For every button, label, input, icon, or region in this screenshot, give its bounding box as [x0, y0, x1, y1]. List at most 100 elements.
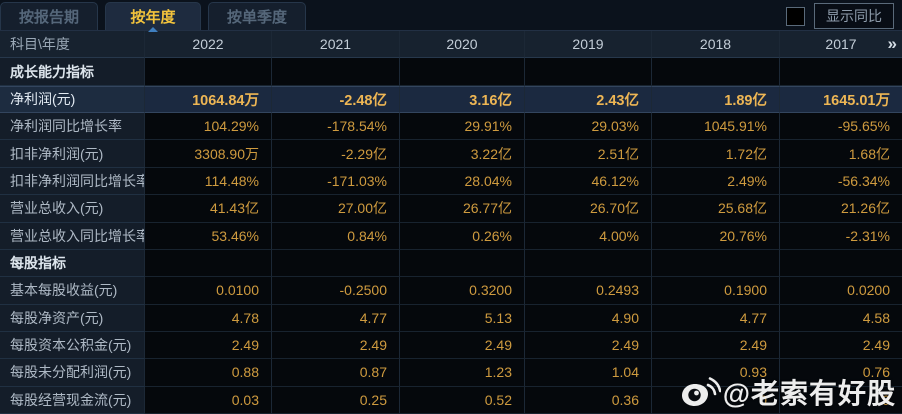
data-cell: 0.03: [145, 386, 272, 414]
year-header-2018: 2018: [652, 31, 780, 59]
data-cell: 1.23: [400, 359, 525, 387]
data-cell: 3.16亿: [400, 85, 525, 114]
row-label: 净利润同比增长率: [0, 113, 145, 141]
table-row: 营业总收入(元) 41.43亿 27.00亿 26.77亿 26.70亿 25.68亿 21…: [0, 195, 902, 223]
data-cell: [525, 249, 652, 278]
data-cell: 4.77: [652, 304, 780, 332]
table-row: 基本每股收益(元) 0.0100 -0.2500 0.3200 0.2493 0.1900…: [0, 277, 902, 305]
year-header-2017: 2017»: [780, 31, 902, 59]
data-cell: -171.03%: [272, 167, 400, 196]
data-cell: 25.68亿: [652, 195, 780, 223]
data-cell: 53.46%: [145, 222, 272, 250]
data-cell: 0.2493: [525, 277, 652, 305]
row-label: 成长能力指标: [0, 58, 145, 86]
data-cell: -0.2500: [272, 277, 400, 305]
show-yoy-label[interactable]: 显示同比: [814, 3, 894, 29]
data-cell: [780, 249, 902, 278]
data-cell: 0.26%: [400, 222, 525, 250]
data-cell: 0.0100: [145, 277, 272, 305]
data-cell: 4.78: [145, 304, 272, 332]
data-cell: 4.90: [525, 304, 652, 332]
table-row: 净利润同比增长率 104.29% -178.54% 29.91% 29.03% 1045.…: [0, 113, 902, 141]
period-tabbar: 按报告期 按年度 按单季度 显示同比: [0, 0, 902, 31]
data-cell: 1064.84万: [145, 85, 272, 114]
row-label: 扣非净利润(元): [0, 140, 145, 168]
row-label: 每股经营现金流(元): [0, 386, 145, 414]
table-header-row: 科目\年度 2022 2021 2020 2019 2018 2017»: [0, 31, 902, 59]
tab-by-year[interactable]: 按年度: [105, 2, 202, 30]
data-cell: [780, 58, 902, 86]
data-cell: 0.93: [652, 359, 780, 387]
data-cell: 1.72亿: [652, 140, 780, 168]
table-row: 营业总收入同比增长率 53.46% 0.84% 0.26% 4.00% 20.76% -2.…: [0, 222, 902, 250]
row-label: 每股未分配利润(元): [0, 359, 145, 387]
table-row: 每股资本公积金(元) 2.49 2.49 2.49 2.49 2.49 2.49: [0, 331, 902, 360]
data-cell: [400, 58, 525, 86]
data-cell: 3308.90万: [145, 140, 272, 168]
year-header-2022: 2022: [145, 31, 272, 59]
data-cell: 2.49%: [652, 167, 780, 196]
tab-by-single-quarter[interactable]: 按单季度: [208, 2, 307, 30]
table-row: 净利润(元) 1064.84万 -2.48亿 3.16亿 2.43亿 1.89亿 1645.…: [0, 85, 902, 114]
data-cell: [652, 249, 780, 278]
data-cell: 0.36: [525, 386, 652, 414]
tab-by-report-period[interactable]: 按报告期: [0, 2, 99, 30]
data-cell: 4.58: [780, 304, 902, 332]
data-cell: -95.65%: [780, 113, 902, 141]
section-row: 成长能力指标: [0, 58, 902, 86]
data-cell: 3.22亿: [400, 140, 525, 168]
data-cell: 0.52: [400, 386, 525, 414]
scroll-more-columns-icon[interactable]: »: [887, 34, 898, 54]
data-cell: 2.49: [780, 331, 902, 360]
data-cell: 28.04%: [400, 167, 525, 196]
data-cell: 0: [652, 386, 780, 414]
data-cell: 2.49: [272, 331, 400, 360]
data-cell: -2.29亿: [272, 140, 400, 168]
table-row: 扣非净利润(元) 3308.90万 -2.29亿 3.22亿 2.51亿 1.72亿 1.6…: [0, 140, 902, 168]
data-cell: 2.49: [400, 331, 525, 360]
show-yoy-checkbox[interactable]: [786, 6, 805, 26]
data-cell: 0.88: [145, 359, 272, 387]
data-cell: 4.77: [272, 304, 400, 332]
row-label: 每股净资产(元): [0, 304, 145, 332]
year-header-2020: 2020: [400, 31, 525, 59]
data-cell: 104.29%: [145, 113, 272, 141]
table-row: 每股净资产(元) 4.78 4.77 5.13 4.90 4.77 4.58: [0, 304, 902, 332]
data-cell: 0.25: [272, 386, 400, 414]
data-cell: 114.48%: [145, 167, 272, 196]
data-cell: [145, 58, 272, 86]
data-cell: 29.91%: [400, 113, 525, 141]
data-cell: 46.12%: [525, 167, 652, 196]
table-row: 每股未分配利润(元) 0.88 0.87 1.23 1.04 0.93 0.76: [0, 359, 902, 387]
data-cell: 1645.01万: [780, 85, 902, 114]
yoy-controls: 显示同比: [786, 3, 894, 29]
data-cell: -178.54%: [272, 113, 400, 141]
data-cell: 0.87: [272, 359, 400, 387]
data-cell: 0.3200: [400, 277, 525, 305]
data-cell: 1.04: [525, 359, 652, 387]
data-cell: 1045.91%: [652, 113, 780, 141]
data-cell: 26.77亿: [400, 195, 525, 223]
data-cell: 2.51亿: [525, 140, 652, 168]
data-cell: [525, 58, 652, 86]
data-cell: 26.70亿: [525, 195, 652, 223]
data-cell: -2.31%: [780, 222, 902, 250]
year-header-2021: 2021: [272, 31, 400, 59]
row-label: 扣非净利润同比增长率: [0, 167, 145, 196]
row-label: 净利润(元): [0, 85, 145, 114]
table-row: 每股经营现金流(元) 0.03 0.25 0.52 0.36 0 9: [0, 386, 902, 414]
data-cell: [652, 58, 780, 86]
data-cell: 2.43亿: [525, 85, 652, 114]
data-cell: [272, 249, 400, 278]
data-cell: 20.76%: [652, 222, 780, 250]
data-cell: 1.89亿: [652, 85, 780, 114]
data-cell: 4.00%: [525, 222, 652, 250]
section-row: 每股指标: [0, 249, 902, 278]
data-cell: [145, 249, 272, 278]
row-label: 营业总收入同比增长率: [0, 222, 145, 250]
data-cell: [400, 249, 525, 278]
data-cell: 9: [780, 386, 902, 414]
data-cell: 21.26亿: [780, 195, 902, 223]
row-label: 每股指标: [0, 249, 145, 278]
